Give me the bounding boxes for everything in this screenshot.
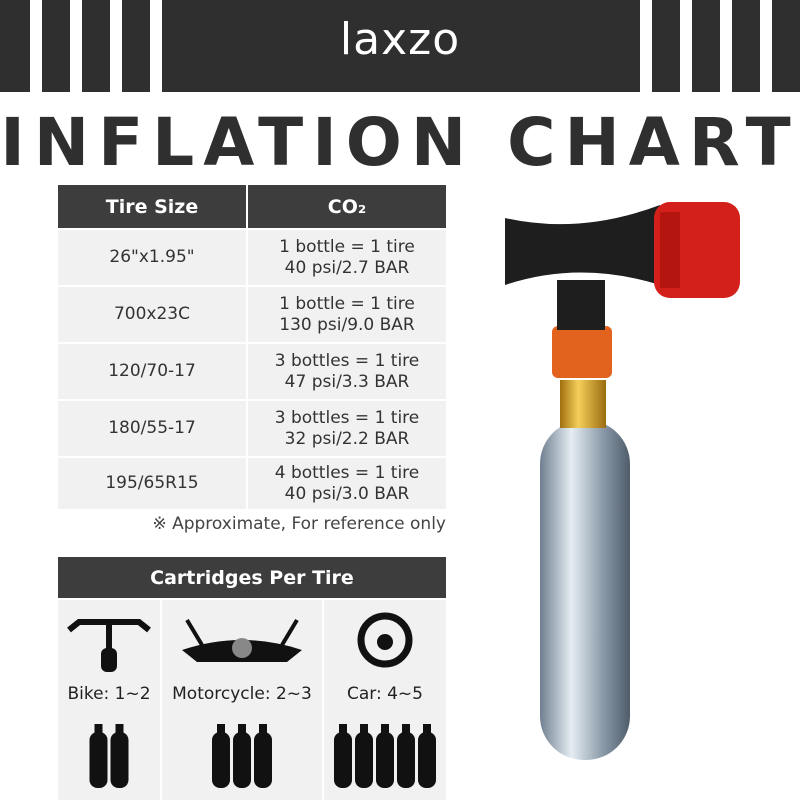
cell: 1 bottle = 1 tire 130 psi/9.0 BAR bbox=[246, 287, 446, 342]
table-row: 120/70-17 3 bottles = 1 tire 47 psi/3.3 BA… bbox=[58, 342, 446, 399]
cartridge-icon bbox=[397, 732, 415, 788]
cartridge-neck bbox=[402, 724, 410, 734]
cartridge-icon bbox=[376, 732, 394, 788]
cartridge-neck bbox=[94, 724, 103, 734]
cartridge-neck bbox=[259, 724, 267, 734]
tire-size: 120/70-17 bbox=[108, 361, 196, 381]
bottle-count: 4 bottles = 1 tire bbox=[274, 462, 420, 483]
cell: 3 bottles = 1 tire 47 psi/3.3 BAR bbox=[246, 344, 446, 399]
bottle-count: 3 bottles = 1 tire bbox=[274, 350, 420, 371]
table-row: 195/65R15 4 bottles = 1 tire 40 psi/3.0 BA… bbox=[58, 456, 446, 509]
bottle-count: 1 bottle = 1 tire bbox=[279, 236, 415, 257]
pressure: 40 psi/3.0 BAR bbox=[284, 483, 410, 504]
cell: 700x23C bbox=[58, 287, 246, 342]
cartridge-neck bbox=[423, 724, 431, 734]
vehicle-icons bbox=[334, 612, 436, 788]
cartridge-panel: Bike: 1~2 bbox=[58, 600, 160, 800]
steering-hub bbox=[377, 634, 393, 650]
cartridge-panel: Motorcycle: 2~3 bbox=[162, 600, 322, 800]
pressure: 47 psi/3.3 BAR bbox=[284, 371, 410, 392]
section-title: Cartridges Per Tire bbox=[58, 557, 446, 598]
cartridge-icon bbox=[233, 732, 251, 788]
tire-size: 700x23C bbox=[113, 304, 190, 324]
cell: 26"x1.95" bbox=[58, 230, 246, 285]
cartridge-icon bbox=[89, 732, 108, 788]
vehicle-icons bbox=[182, 618, 302, 788]
cartridge-label: Motorcycle: 2~3 bbox=[172, 684, 312, 704]
bike-wheel bbox=[101, 648, 117, 672]
cartridge-icon bbox=[355, 732, 373, 788]
pressure: 130 psi/9.0 BAR bbox=[279, 314, 415, 335]
cartridge-neck bbox=[217, 724, 225, 734]
cell: 4 bottles = 1 tire 40 psi/3.0 BAR bbox=[246, 458, 446, 509]
table: Tire Size CO₂ 26"x1.95" 1 bottle = 1 tire… bbox=[58, 185, 446, 509]
cartridge-panel: Car: 4~5 bbox=[324, 600, 446, 800]
cell: 1 bottle = 1 tire 40 psi/2.7 BAR bbox=[246, 230, 446, 285]
vehicle-icons bbox=[67, 619, 151, 788]
cartridge-neck bbox=[339, 724, 347, 734]
cartridge-neck bbox=[115, 724, 124, 734]
steering-wheel bbox=[357, 612, 413, 668]
bottle-count: 3 bottles = 1 tire bbox=[274, 407, 420, 428]
table-row: 180/55-17 3 bottles = 1 tire 32 psi/2.2 BA… bbox=[58, 399, 446, 456]
cartridge-neck bbox=[238, 724, 246, 734]
cartridge-label: Car: 4~5 bbox=[347, 684, 423, 704]
logo: laxzo bbox=[339, 14, 461, 65]
cartridge-label: Bike: 1~2 bbox=[67, 684, 151, 704]
pressure: 32 psi/2.2 BAR bbox=[284, 428, 410, 449]
tire-size: 195/65R15 bbox=[105, 473, 199, 493]
table-row: 700x23C 1 bottle = 1 tire 130 psi/9.0 BAR bbox=[58, 285, 446, 342]
table-header: Tire Size CO₂ bbox=[58, 185, 446, 228]
note: ※ Approximate, For reference only bbox=[152, 514, 446, 534]
cartridge-icon bbox=[110, 732, 129, 788]
pressure: 40 psi/2.7 BAR bbox=[284, 257, 410, 278]
tire-size: 26"x1.95" bbox=[109, 247, 195, 267]
cell: 180/55-17 bbox=[58, 401, 246, 456]
header-bar: laxzo bbox=[0, 0, 800, 92]
cartridge-icon bbox=[334, 732, 352, 788]
column-header: Tire Size bbox=[105, 195, 199, 218]
cell: 195/65R15 bbox=[58, 458, 246, 509]
bottle-count: 1 bottle = 1 tire bbox=[279, 293, 415, 314]
mirrors bbox=[185, 618, 299, 647]
cartridge-neck bbox=[360, 724, 368, 734]
tire-size: 180/55-17 bbox=[108, 418, 196, 438]
cell: 120/70-17 bbox=[58, 344, 246, 399]
cartridge-icon bbox=[418, 732, 436, 788]
title: INFLATION CHART bbox=[0, 104, 800, 181]
cartridge-neck bbox=[381, 724, 389, 734]
cell: 3 bottles = 1 tire 32 psi/2.2 BAR bbox=[246, 401, 446, 456]
cartridge-icon bbox=[212, 732, 230, 788]
moto-light bbox=[232, 638, 252, 658]
cartridge-icon bbox=[254, 732, 272, 788]
table-row: 26"x1.95" 1 bottle = 1 tire 40 psi/2.7 BAR bbox=[58, 228, 446, 285]
column-header: CO₂ bbox=[246, 185, 446, 228]
